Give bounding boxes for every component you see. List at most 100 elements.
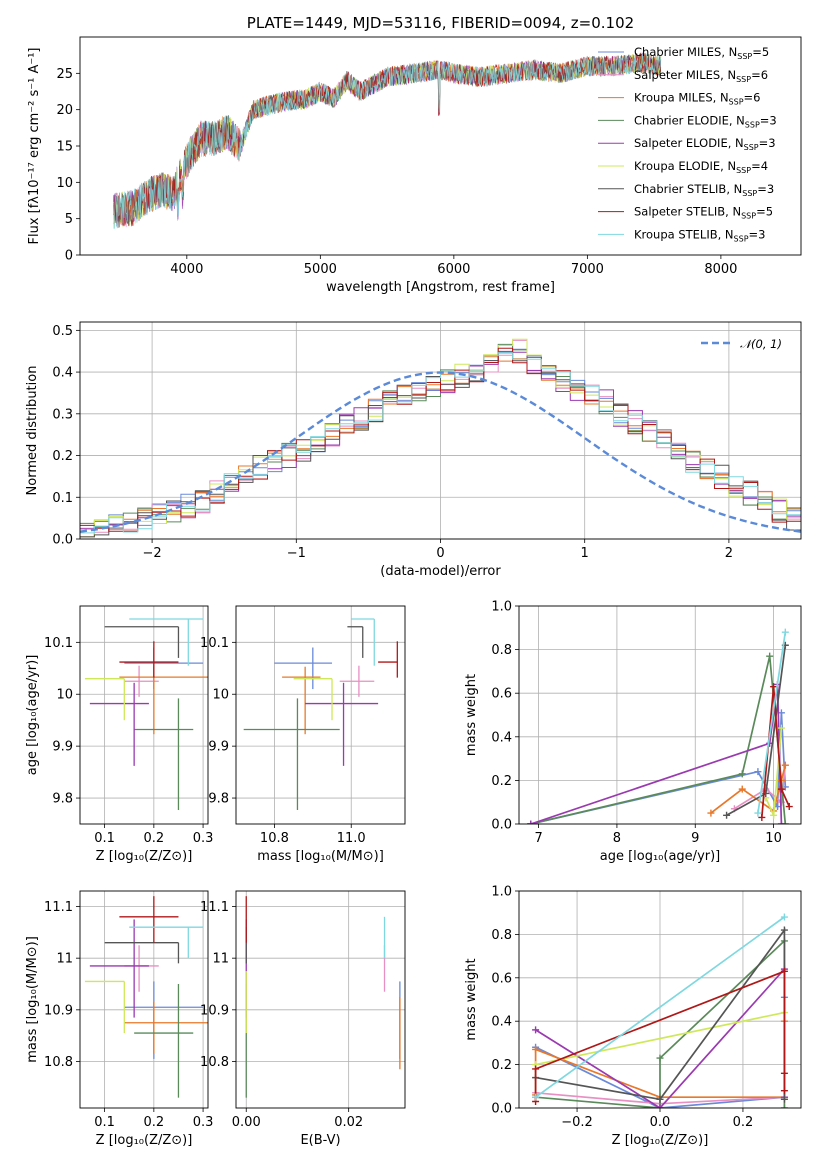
legend-label-subscript: SSP <box>737 52 752 61</box>
x-tick-label: 0.3 <box>193 831 214 846</box>
residuals-frame <box>79 321 802 540</box>
y-tick-label: 10.9 <box>44 1003 73 1018</box>
x-tick-label: 0.02 <box>334 1115 363 1130</box>
y-tick-label: 11 <box>212 952 229 967</box>
x-tick-label: 9 <box>691 831 699 846</box>
weight-marker <box>785 803 793 811</box>
age-vs-Z-axes: 0.1 0.2 0.3 9.8 9.9 10 10.1 Z [log₁₀(Z/Z⊙)] age … <box>25 606 213 864</box>
mass-vs-EBV-points <box>245 896 401 1098</box>
y-axis-label: mass weight <box>464 958 479 1040</box>
y-tick-label: 0.1 <box>52 491 73 506</box>
legend-label-part: Chabrier STELIB, N <box>634 182 742 196</box>
error-point <box>89 682 149 766</box>
weight-marker <box>770 811 778 819</box>
weight-marker <box>656 1104 664 1108</box>
y-tick-label: 11 <box>56 952 73 967</box>
weight-line <box>530 655 787 824</box>
x-tick-label: 1 <box>581 546 589 561</box>
age-vs-mass-frame <box>235 605 406 825</box>
y-tick-label: 0 <box>65 249 73 264</box>
weight-marker <box>532 1093 540 1101</box>
error-point <box>347 626 364 658</box>
y-tick-label: 9.8 <box>208 792 229 807</box>
error-point <box>378 641 398 678</box>
error-point <box>124 647 204 690</box>
y-tick-label: 0.8 <box>491 928 512 943</box>
legend-label-part: Salpeter STELIB, N <box>634 205 741 219</box>
legend-label-subscript: SSP <box>736 166 751 175</box>
legend-label: Kroupa ELODIE, NSSP=4 <box>634 159 768 175</box>
x-tick-label: 5000 <box>304 262 337 277</box>
error-point <box>104 626 180 658</box>
spectrum-line <box>113 53 662 229</box>
legend-label-part: =3 <box>759 136 776 150</box>
y-tick-label: 11.1 <box>200 900 229 915</box>
y-tick-label: 10.8 <box>44 1055 73 1070</box>
x-tick-label: 0.3 <box>193 1115 214 1130</box>
weight-marker <box>777 820 785 824</box>
x-tick-label: 0.2 <box>144 1115 165 1130</box>
mass-vs-EBV-axes: 0.00 0.02 10.8 10.9 11 11.1 E(B-V) <box>200 891 405 1148</box>
weight-marker <box>780 1104 788 1108</box>
x-axis-label: wavelength [Angstrom, rest frame] <box>326 280 555 295</box>
mass-vs-EBV-frame <box>235 890 406 1109</box>
weight-marker <box>770 683 778 691</box>
error-point <box>119 896 179 943</box>
y-tick-label: 10.9 <box>200 1003 229 1018</box>
weight-marker <box>766 652 774 660</box>
weight-marker <box>656 1054 664 1062</box>
error-point <box>243 698 340 810</box>
weight-marker <box>780 1069 788 1077</box>
legend-label-part: Kroupa ELODIE, N <box>634 159 736 173</box>
error-point <box>129 618 204 666</box>
weight-marker <box>754 809 762 817</box>
weight-marker <box>780 1095 788 1103</box>
residuals-legend: 𝒩(0, 1) <box>701 337 782 351</box>
x-tick-label: 7000 <box>571 262 604 277</box>
x-tick-label: 0.2 <box>144 831 165 846</box>
legend-label-subscript: SSP <box>729 98 744 107</box>
y-axis-label: Flux [fλ10⁻¹⁷ erg cm⁻² s⁻¹ A⁻¹] <box>27 48 42 245</box>
y-tick-label: 1.0 <box>491 600 512 615</box>
legend-label: Kroupa STELIB, NSSP=3 <box>634 227 765 243</box>
y-tick-label: 0.0 <box>491 1102 512 1117</box>
mass-vs-Z-axes: 0.1 0.2 0.3 10.8 10.9 11 11.1 Z [log₁₀(Z/Z⊙)] ma… <box>25 891 213 1148</box>
y-tick-label: 0.4 <box>491 1015 512 1030</box>
age-vs-Z-frame <box>79 605 209 825</box>
x-axis-label: Z [log₁₀(Z/Z⊙)] <box>612 1133 709 1148</box>
weight-marker <box>656 1095 664 1103</box>
chart-title: PLATE=1449, MJD=53116, FIBERID=0094, z=0… <box>247 14 634 32</box>
mass-vs-Z-frame <box>79 890 209 1109</box>
weight-vs-Z-lines <box>532 913 788 1108</box>
y-tick-label: 0.6 <box>491 687 512 702</box>
y-tick-label: 10.1 <box>200 636 229 651</box>
error-point <box>134 698 194 810</box>
weight-vs-age-lines <box>527 628 793 824</box>
legend-label-part: Kroupa STELIB, N <box>634 227 734 241</box>
y-axis-label: mass [log₁₀(M/M⊙)] <box>25 936 40 1063</box>
y-tick-label: 20 <box>56 103 73 118</box>
y-tick-label: 9.9 <box>208 740 229 755</box>
y-tick-label: 10 <box>56 176 73 191</box>
weight-line <box>530 712 787 824</box>
y-tick-label: 10 <box>212 688 229 703</box>
error-point <box>274 647 333 690</box>
y-tick-label: 0.0 <box>52 533 73 548</box>
x-axis-label: (data-model)/error <box>380 564 501 579</box>
x-tick-label: 0.00 <box>232 1115 261 1130</box>
y-tick-label: 0.2 <box>491 1058 512 1073</box>
legend-label-part: =6 <box>744 91 761 105</box>
legend-label-part: Chabrier MILES, N <box>634 45 737 59</box>
error-point <box>339 665 375 697</box>
x-tick-label: 6000 <box>437 262 470 277</box>
error-point <box>134 984 194 1098</box>
x-tick-label: 8 <box>613 831 621 846</box>
normal-curve <box>80 371 801 533</box>
legend-label-subscript: SSP <box>744 143 759 152</box>
x-tick-label: 0.1 <box>94 831 115 846</box>
legend-label-subscript: SSP <box>736 75 751 84</box>
legend-label-part: Salpeter ELODIE, N <box>634 136 744 150</box>
y-axis-label: age [log₁₀(age/yr)] <box>25 655 40 776</box>
x-tick-label: −2 <box>143 546 162 561</box>
